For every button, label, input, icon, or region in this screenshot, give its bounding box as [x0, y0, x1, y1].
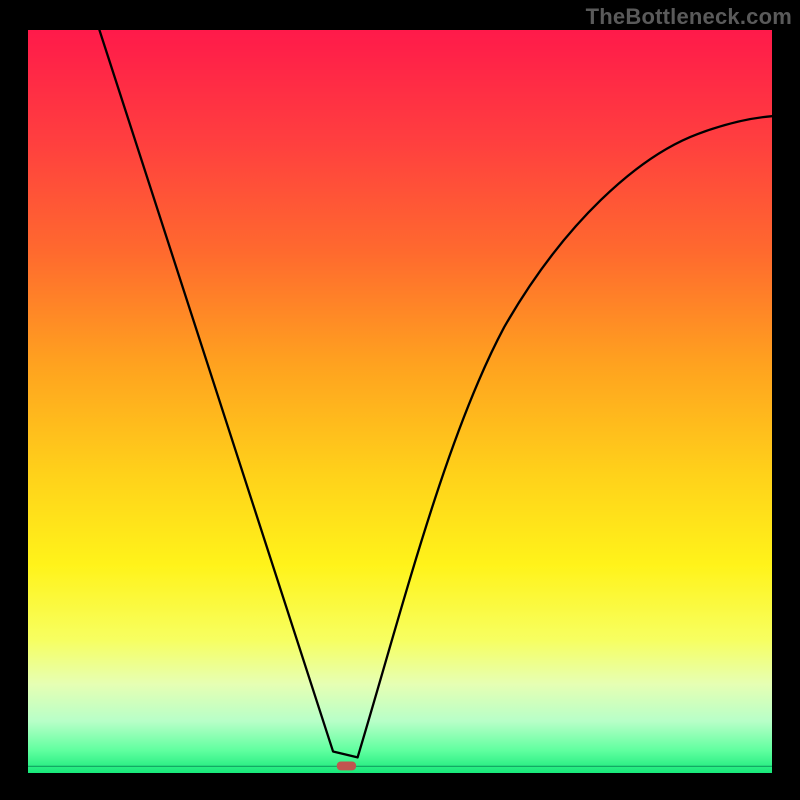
bottleneck-chart	[28, 30, 772, 773]
watermark-text: TheBottleneck.com	[586, 4, 792, 30]
chart-container: TheBottleneck.com	[0, 0, 800, 800]
